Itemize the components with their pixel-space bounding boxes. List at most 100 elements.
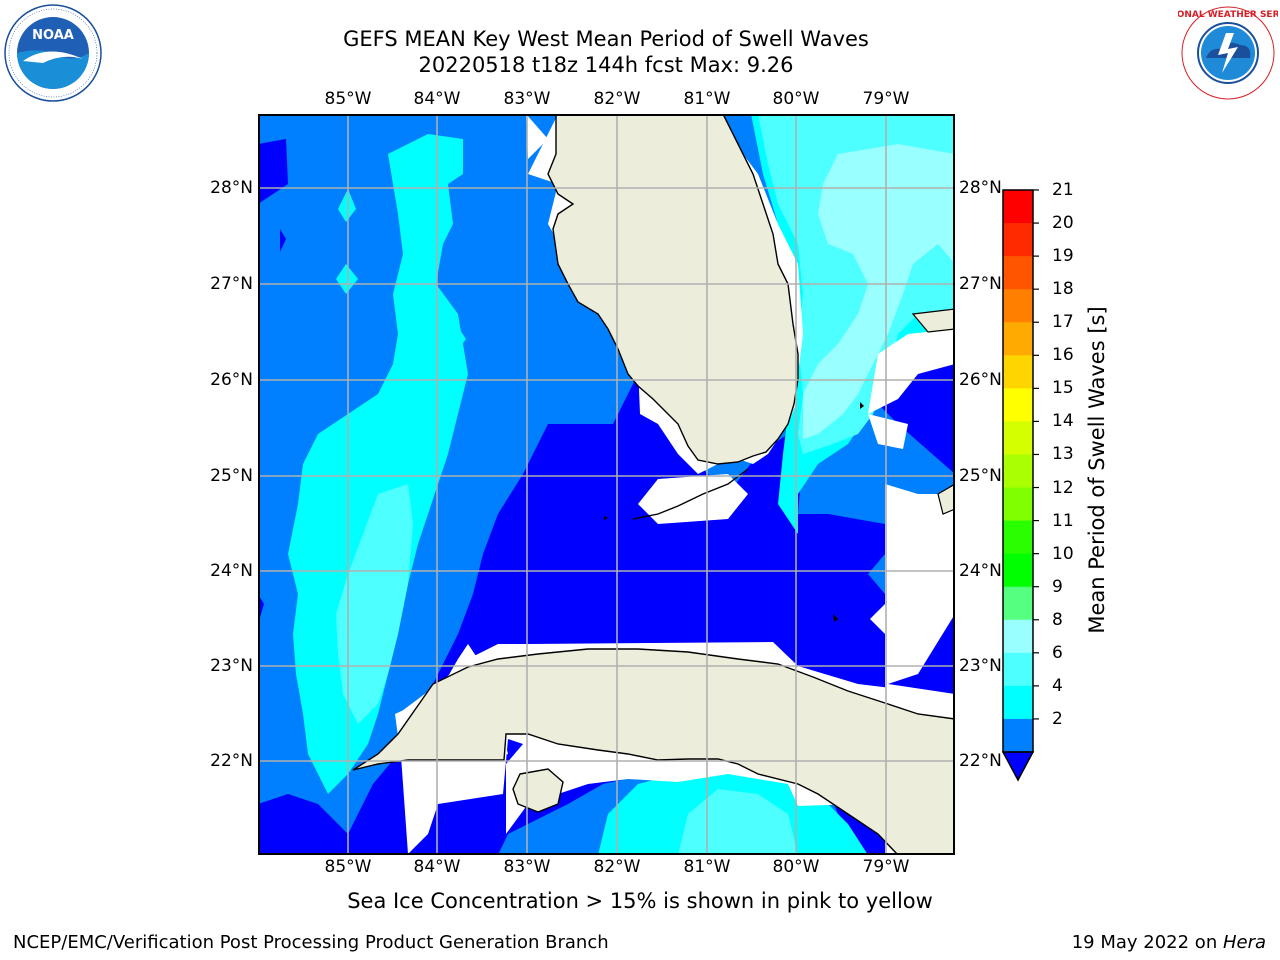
map-subtitle: 20220518 t18z 144h fcst Max: 9.26	[418, 53, 794, 77]
run-host: Hera	[1222, 932, 1266, 953]
colorbar-tick-label: 21	[1052, 180, 1074, 200]
sea-ice-footnote: Sea Ice Concentration > 15% is shown in …	[347, 889, 933, 913]
nws-logo-text: NATIONAL WEATHER SERVICE	[1178, 10, 1278, 20]
lat-label-right: 27°N	[959, 274, 1002, 294]
colorbar-swatch	[1003, 256, 1033, 290]
contour-4-6	[338, 189, 356, 222]
lon-label-bottom: 84°W	[413, 857, 461, 877]
small-island	[833, 614, 838, 622]
colorbar	[1001, 189, 1039, 782]
contour-4-6	[336, 264, 358, 294]
colorbar-swatch	[1003, 487, 1033, 522]
colorbar-tick-label: 4	[1052, 675, 1063, 696]
noaa-logo: NOAA	[4, 4, 102, 102]
florida-keys	[632, 468, 749, 520]
lon-label-top: 79°W	[862, 89, 910, 109]
colorbar-swatch	[1003, 355, 1033, 389]
colorbar-tick-label: 15	[1052, 378, 1074, 399]
lon-label-bottom: 79°W	[862, 857, 910, 877]
contour-4-6	[448, 324, 466, 350]
lat-label-right: 26°N	[959, 370, 1002, 390]
producer-credit: NCEP/EMC/Verification Post Processing Pr…	[13, 932, 609, 953]
lat-label-left: 23°N	[210, 656, 253, 676]
colorbar-swatch	[1003, 685, 1033, 720]
colorbar-title: Mean Period of Swell Waves [s]	[1085, 306, 1109, 634]
lat-label-left: 24°N	[210, 561, 253, 581]
colorbar-tick-label: 14	[1052, 411, 1074, 432]
contour-4-6	[288, 134, 468, 794]
gridlines	[258, 114, 955, 855]
colorbar-tick-label: 13	[1052, 444, 1074, 465]
lon-label-top: 85°W	[324, 89, 372, 109]
colorbar-swatch	[1003, 586, 1033, 621]
lon-label-top: 81°W	[683, 89, 731, 109]
contour-6-8	[678, 789, 798, 855]
colorbar-swatch	[1003, 421, 1033, 455]
colorbar-tick-label: 10	[1052, 543, 1074, 564]
cuba-land	[352, 648, 955, 855]
colorbar-swatch	[1003, 652, 1033, 687]
lat-label-left: 22°N	[210, 751, 253, 771]
no-data-area	[868, 329, 955, 414]
colorbar-tick-label: 16	[1052, 345, 1074, 366]
colorbar-swatch	[1003, 190, 1033, 224]
contour-8-9	[803, 144, 955, 439]
map-panel[interactable]	[258, 114, 955, 855]
colorbar-tick-label: 2	[1052, 708, 1063, 729]
colorbar-tick-label: 18	[1052, 279, 1074, 300]
lon-label-bottom: 83°W	[503, 857, 551, 877]
colorbar-extend-min	[1001, 751, 1035, 782]
colorbar-swatch	[1003, 289, 1033, 323]
isle-of-youth	[512, 768, 564, 813]
colorbar-tick-label: 19	[1052, 246, 1074, 267]
nws-logo: NATIONAL WEATHER SERVICE	[1178, 5, 1278, 101]
colorbar-swatch	[1003, 223, 1033, 257]
colorbar-tick-label: 17	[1052, 312, 1074, 333]
small-island	[604, 516, 608, 520]
noaa-logo-text: NOAA	[32, 28, 74, 43]
contour-6-8	[336, 484, 413, 724]
lat-label-right: 25°N	[959, 466, 1002, 486]
lat-label-right: 28°N	[959, 178, 1002, 198]
lon-label-bottom: 81°W	[683, 857, 731, 877]
lat-label-right: 24°N	[959, 561, 1002, 581]
colorbar-swatch	[1003, 718, 1033, 753]
florida-land	[547, 114, 799, 465]
bahamas-land	[937, 483, 955, 515]
colorbar-swatch	[1003, 388, 1033, 422]
lon-label-top: 84°W	[413, 89, 461, 109]
small-island	[860, 402, 864, 409]
colorbar-tick-label: 11	[1052, 510, 1074, 531]
lon-label-top: 83°W	[503, 89, 551, 109]
colorbar-frame	[1002, 189, 1034, 753]
colorbar-tick-label: 6	[1052, 642, 1063, 663]
lat-label-left: 26°N	[210, 370, 253, 390]
colorbar-tick-label: 12	[1052, 477, 1074, 498]
run-date: 19 May 2022 on	[1071, 932, 1223, 953]
colorbar-swatch	[1003, 454, 1033, 489]
lon-label-top: 80°W	[772, 89, 820, 109]
colorbar-swatch	[1003, 619, 1033, 654]
lat-label-right: 23°N	[959, 656, 1002, 676]
lat-label-left: 25°N	[210, 466, 253, 486]
lon-label-bottom: 80°W	[772, 857, 820, 877]
colorbar-tick-label: 20	[1052, 213, 1074, 234]
map-title: GEFS MEAN Key West Mean Period of Swell …	[343, 27, 869, 51]
lat-label-left: 27°N	[210, 274, 253, 294]
lat-label-left: 28°N	[210, 178, 253, 198]
lat-label-right: 22°N	[959, 751, 1002, 771]
lon-label-bottom: 82°W	[593, 857, 641, 877]
no-data-area	[888, 614, 955, 694]
run-date-credit: 19 May 2022 on Hera	[1072, 932, 1266, 953]
contour-below-2	[280, 229, 286, 252]
swell-period-map[interactable]	[258, 114, 955, 855]
colorbar-swatch	[1003, 322, 1033, 356]
colorbar-swatch	[1003, 553, 1033, 588]
no-data-area	[526, 114, 548, 159]
no-data-area	[868, 414, 908, 449]
colorbar-swatch	[1003, 520, 1033, 555]
bahamas-land	[911, 308, 955, 333]
colorbar-tick-label: 8	[1052, 609, 1063, 630]
lon-label-top: 82°W	[593, 89, 641, 109]
colorbar-tick-label: 9	[1052, 576, 1063, 597]
